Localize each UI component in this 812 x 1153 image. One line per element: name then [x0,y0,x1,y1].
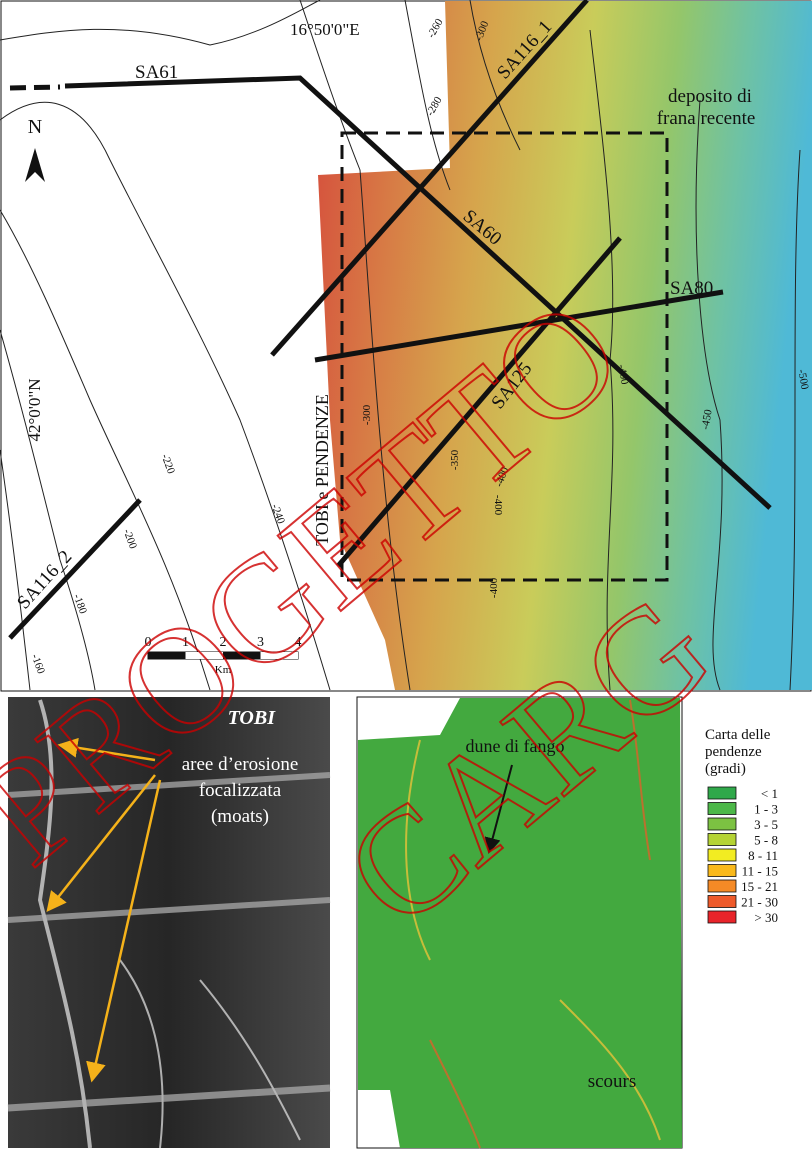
legend-swatch [708,803,736,815]
legend-title: Carta delle [705,727,771,743]
figure: N 16°50'0"E 42°0'0"N TOBI e PENDENZE dep… [0,0,812,1153]
legend-title: (gradi) [705,761,746,777]
legend-label: > 30 [754,910,778,925]
legend-swatch [708,911,736,923]
legend-swatch [708,849,736,861]
legend-swatch [708,818,736,830]
legend-label: 21 - 30 [741,895,778,910]
legend-label: 1 - 3 [754,802,778,817]
legend-label: 3 - 5 [754,817,778,832]
contour-label: -400 [488,577,500,598]
page: N 16°50'0"E 42°0'0"N TOBI e PENDENZE dep… [0,0,812,1153]
legend-label: 5 - 8 [754,833,778,848]
scours-label: scours [588,1071,637,1092]
legend-label: 11 - 15 [742,864,778,879]
legend-swatch [708,865,736,877]
legend-label: < 1 [761,786,778,801]
longitude-label: 16°50'0"E [290,20,360,39]
tobi-text: focalizzata [199,780,282,801]
deposit-label: frana recente [657,108,756,129]
north-label: N [28,116,42,138]
legend-label: 8 - 11 [748,848,778,863]
legend-swatch [708,896,736,908]
legend-swatch [708,834,736,846]
legend-swatch [708,880,736,892]
latitude-label: 42°0'0"N [25,378,44,441]
legend-label: 15 - 21 [741,879,778,894]
deposit-label: deposito di [668,86,752,107]
legend-swatch [708,787,736,799]
tobi-text: (moats) [211,806,269,827]
line-label: SA61 [135,62,178,83]
legend-title: pendenze [705,744,762,760]
line-label: SA80 [670,278,713,299]
